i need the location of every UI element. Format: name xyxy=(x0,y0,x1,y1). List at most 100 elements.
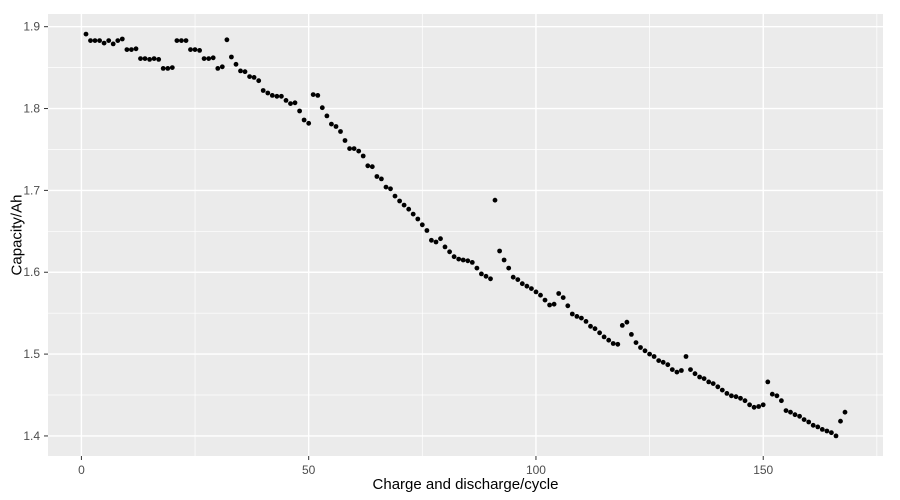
data-point xyxy=(683,354,689,359)
data-point xyxy=(588,323,593,329)
data-point xyxy=(315,93,321,98)
data-point xyxy=(560,295,566,300)
data-point xyxy=(792,412,798,418)
data-point xyxy=(301,117,307,123)
y-tick-label: 1.7 xyxy=(23,183,40,197)
data-point xyxy=(619,323,625,328)
data-point xyxy=(665,362,671,368)
data-point xyxy=(124,47,130,52)
plot-panel xyxy=(48,14,883,456)
data-point xyxy=(197,48,203,53)
data-point xyxy=(697,374,702,380)
data-point xyxy=(701,376,707,381)
data-point xyxy=(465,258,471,264)
data-point xyxy=(410,211,416,217)
data-point xyxy=(579,315,584,321)
data-point xyxy=(842,409,848,415)
data-point xyxy=(501,257,507,263)
data-point xyxy=(210,55,216,61)
data-point xyxy=(733,394,739,400)
data-point xyxy=(369,164,375,170)
data-point xyxy=(651,354,657,359)
data-point xyxy=(629,332,634,337)
data-point xyxy=(292,100,298,106)
y-tick-label: 1.8 xyxy=(23,102,40,116)
data-point xyxy=(179,38,184,43)
data-point xyxy=(110,41,116,47)
data-point xyxy=(656,358,662,363)
data-point xyxy=(206,56,212,61)
data-point xyxy=(692,371,698,377)
data-point xyxy=(138,56,143,61)
data-point xyxy=(201,56,207,61)
data-point xyxy=(192,47,198,52)
data-point xyxy=(642,348,648,354)
data-point xyxy=(169,65,175,70)
data-point xyxy=(256,78,262,84)
data-point xyxy=(360,153,366,159)
data-point xyxy=(583,319,589,324)
data-point xyxy=(342,138,348,143)
data-point xyxy=(424,228,430,233)
data-point xyxy=(565,303,571,309)
data-point xyxy=(433,239,439,245)
y-tick-label: 1.4 xyxy=(23,429,40,443)
data-point xyxy=(479,271,484,277)
data-point xyxy=(379,176,384,182)
data-point xyxy=(438,236,443,242)
data-point xyxy=(497,248,502,254)
data-point xyxy=(569,311,575,317)
data-point xyxy=(329,121,334,127)
data-point xyxy=(365,163,371,169)
data-point xyxy=(88,38,93,43)
data-point xyxy=(151,56,157,61)
data-point xyxy=(519,281,525,287)
data-point xyxy=(106,38,112,43)
data-point xyxy=(142,56,148,61)
data-point xyxy=(92,38,98,43)
data-point xyxy=(638,345,643,350)
data-point xyxy=(288,101,293,106)
data-point xyxy=(660,359,666,365)
data-point xyxy=(779,398,784,404)
data-point xyxy=(456,256,462,262)
data-point xyxy=(279,93,284,99)
data-point xyxy=(760,402,766,408)
x-tick-label: 150 xyxy=(753,463,773,477)
data-point xyxy=(788,409,793,415)
data-point xyxy=(724,391,730,396)
data-point xyxy=(415,216,421,222)
data-point xyxy=(469,260,475,265)
data-point xyxy=(624,319,630,325)
data-point xyxy=(633,340,639,345)
data-point xyxy=(529,286,534,291)
data-point xyxy=(165,66,171,71)
data-point xyxy=(597,330,602,336)
data-point xyxy=(224,37,230,43)
data-point xyxy=(751,404,757,410)
data-point xyxy=(451,254,457,260)
x-tick-label: 100 xyxy=(526,463,546,477)
data-point xyxy=(574,314,580,319)
data-point xyxy=(97,38,102,43)
data-point xyxy=(719,387,725,393)
data-point xyxy=(419,222,425,228)
data-point xyxy=(810,422,816,428)
data-point xyxy=(442,244,448,250)
data-point xyxy=(819,427,825,432)
data-point xyxy=(219,64,225,70)
data-point xyxy=(338,129,343,134)
data-point xyxy=(333,124,339,129)
data-point xyxy=(101,40,107,46)
data-point xyxy=(769,391,775,397)
data-point xyxy=(488,276,493,282)
y-tick-label: 1.5 xyxy=(23,347,40,361)
data-point xyxy=(806,419,812,425)
data-point xyxy=(283,98,289,103)
data-point xyxy=(247,74,253,79)
data-point xyxy=(83,31,89,37)
data-point xyxy=(242,69,248,75)
data-point xyxy=(756,404,762,409)
data-point xyxy=(669,367,675,372)
